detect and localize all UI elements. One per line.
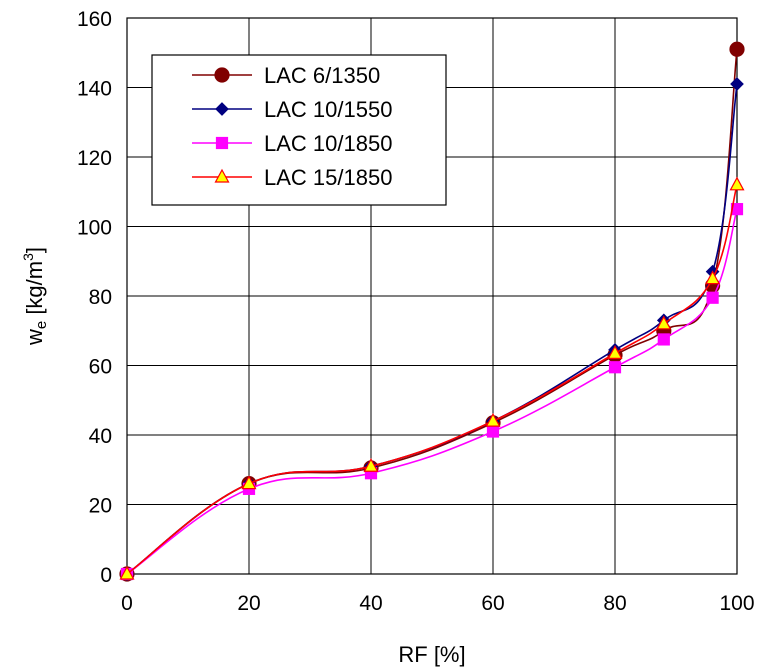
y-tick-label: 80	[89, 286, 112, 309]
data-point	[608, 361, 622, 374]
legend-label: LAC 10/1550	[264, 97, 392, 122]
legend-marker	[214, 67, 230, 83]
data-point	[705, 270, 721, 285]
y-axis-label-subscript: e	[33, 321, 50, 329]
legend-box	[151, 54, 447, 206]
data-point	[729, 176, 745, 191]
series-group	[119, 41, 745, 582]
y-axis-label-superscript: 3	[20, 253, 36, 261]
x-tick-label: 100	[719, 592, 754, 615]
legend-item: LAC 10/1550	[192, 97, 392, 122]
x-tick-label: 80	[603, 592, 626, 615]
data-point	[607, 345, 623, 359]
data-point	[485, 412, 501, 427]
x-tick-label: 0	[121, 592, 133, 615]
y-tick-label: 160	[77, 8, 112, 31]
y-tick-label: 140	[77, 78, 112, 101]
legend: LAC 6/1350 LAC 10/1550 LAC 10/1850 LAC 15/1…	[151, 54, 447, 206]
series-line	[126, 184, 738, 575]
y-tick-label: 60	[89, 356, 112, 379]
y-axis-label-unit-close: ]	[22, 247, 47, 253]
data-point	[706, 291, 719, 304]
legend-label: LAC 6/1350	[264, 63, 380, 88]
data-point	[657, 333, 670, 346]
series-4	[119, 176, 745, 580]
y-axis-label-main: w	[22, 329, 47, 346]
data-point	[363, 458, 379, 472]
x-axis-label: RF [%]	[398, 642, 465, 667]
y-tick-label: 120	[77, 147, 112, 170]
legend-label: LAC 15/1850	[264, 165, 392, 190]
x-tick-labels: 0 20 40 60 80 100	[121, 592, 754, 615]
legend-marker	[214, 168, 230, 183]
legend-marker	[215, 102, 229, 116]
x-tick-label: 40	[359, 592, 382, 615]
y-axis-label: we [kg/m3]	[20, 247, 50, 346]
y-tick-label: 40	[89, 425, 112, 448]
data-point	[729, 41, 745, 57]
x-tick-label: 60	[481, 592, 504, 615]
legend-item: LAC 6/1350	[192, 63, 380, 88]
plot-area	[126, 17, 738, 575]
legend-item: LAC 15/1850	[192, 165, 392, 190]
y-tick-label: 100	[77, 217, 112, 240]
data-point	[656, 315, 672, 330]
y-tick-label: 20	[89, 495, 112, 518]
legend-marker	[215, 136, 229, 150]
y-axis-label-unit: [kg/m	[22, 261, 47, 321]
data-point	[730, 77, 744, 91]
y-tick-label: 0	[100, 564, 112, 587]
data-point	[119, 565, 135, 580]
legend-item: LAC 10/1850	[192, 131, 392, 156]
data-point	[241, 475, 257, 490]
series-line	[126, 208, 738, 575]
legend-label: LAC 10/1850	[264, 131, 392, 156]
x-tick-label: 20	[237, 592, 260, 615]
y-tick-labels: 0 20 40 60 80 100 120 140 160	[77, 8, 112, 587]
data-point	[486, 425, 500, 438]
series-3	[120, 203, 744, 581]
